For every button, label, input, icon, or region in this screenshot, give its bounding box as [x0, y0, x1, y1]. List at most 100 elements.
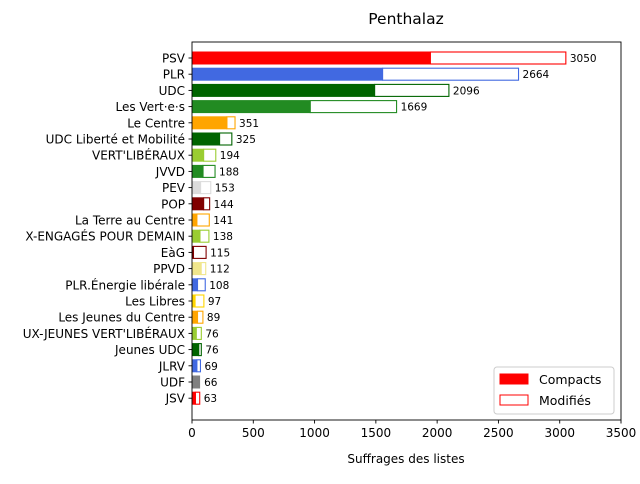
bar-modifies	[202, 164, 216, 178]
bar-compacts	[192, 278, 198, 292]
bar-compacts	[192, 359, 197, 373]
value-label: 351	[239, 118, 259, 130]
bar-compacts	[192, 229, 200, 243]
category-label: PLR	[163, 68, 185, 82]
value-labels: 3050 2664 2096 1669 351 325 194 188 153 144 141 138…	[204, 53, 597, 405]
bar-modifies	[196, 359, 202, 373]
category-label: JLRV	[158, 359, 186, 373]
bar-compacts	[192, 375, 201, 389]
category-label: X-ENGAGÉS POUR DEMAIN	[25, 229, 185, 244]
value-label: 115	[210, 247, 230, 259]
bar-modifies	[196, 213, 210, 227]
value-label: 112	[210, 264, 230, 276]
x-tick-label: 3000	[544, 426, 575, 440]
category-label: VERT'LIBÉRAUX	[92, 148, 185, 163]
bar-modifies	[309, 100, 398, 114]
bar-modifies	[199, 229, 210, 243]
bar-modifies	[198, 343, 202, 357]
value-label: 76	[205, 328, 219, 340]
value-label: 194	[220, 150, 240, 162]
bar-compacts	[192, 326, 197, 340]
legend-swatch	[499, 373, 529, 385]
bar-modifies	[195, 326, 202, 340]
x-axis-label: Suffrages des listes	[347, 452, 464, 466]
category-label: UDC	[159, 84, 185, 98]
x-tick-label: 3500	[606, 426, 637, 440]
category-label: La Terre au Centre	[75, 214, 185, 228]
category-label: PEV	[162, 181, 186, 195]
bar-compacts	[192, 67, 383, 81]
bar-modifies	[226, 116, 236, 130]
bar-modifies	[196, 278, 206, 292]
bar-compacts	[192, 164, 204, 178]
value-label: 97	[208, 296, 221, 308]
bar-modifies	[374, 83, 450, 97]
bar-modifies	[429, 51, 567, 65]
bar-compacts	[192, 100, 311, 114]
value-label: 2096	[453, 85, 480, 97]
category-label: PSV	[162, 52, 186, 66]
category-label: Les Vert·e·s	[116, 100, 186, 114]
bar-compacts	[192, 148, 204, 162]
x-tick-label: 1000	[299, 426, 330, 440]
value-label: 1669	[401, 102, 428, 114]
category-label: JSV	[165, 392, 186, 406]
legend-swatch	[499, 394, 529, 406]
category-labels: PSV PLR UDC Les Vert·e·s Le Centre UDC Libert…	[23, 52, 192, 406]
bar-compacts	[192, 262, 202, 276]
value-label: 76	[205, 345, 219, 357]
bar-modifies	[382, 67, 520, 81]
bar-modifies	[194, 391, 201, 405]
category-label: Le Centre	[127, 116, 185, 130]
bar-modifies	[194, 294, 205, 308]
value-label: 66	[204, 377, 218, 389]
value-label: 138	[213, 231, 233, 243]
category-label: UX-JEUNES VERT'LIBÉRAUX	[23, 326, 185, 341]
x-axis: 0 500 1000 1500 2000 2500 3000 3500	[188, 420, 636, 440]
bar-compacts	[192, 343, 199, 357]
category-label: PLR.Énergie libérale	[65, 277, 185, 292]
bar-modifies	[200, 262, 207, 276]
x-tick-label: 2000	[422, 426, 453, 440]
value-label: 141	[213, 215, 233, 227]
value-label: 153	[215, 183, 235, 195]
legend-label: Compacts	[539, 372, 601, 387]
bar-modifies	[203, 148, 217, 162]
legend: Compacts Modifiés	[493, 366, 615, 415]
bar-compacts	[192, 116, 227, 130]
bar-compacts	[192, 245, 194, 259]
bar-compacts	[192, 51, 431, 65]
value-label: 188	[219, 166, 239, 178]
category-label: EàG	[161, 246, 185, 260]
bar-modifies	[200, 181, 212, 195]
value-label: 108	[209, 280, 229, 292]
x-tick-label: 500	[242, 426, 265, 440]
value-label: 3050	[570, 53, 597, 65]
chart-title: Penthalaz	[368, 10, 444, 28]
bar-compacts	[192, 310, 198, 324]
x-tick-label: 0	[188, 426, 196, 440]
category-label: POP	[161, 197, 185, 211]
bar-modifies	[196, 310, 204, 324]
category-label: Les Jeunes du Centre	[58, 311, 185, 325]
bar-modifies	[192, 245, 207, 259]
legend-label: Modifiés	[539, 393, 591, 408]
value-label: 69	[204, 361, 217, 373]
category-label: Jeunes UDC	[114, 343, 185, 357]
bar-compacts	[192, 294, 196, 308]
bar-compacts	[192, 181, 201, 195]
bars-group	[192, 51, 567, 405]
value-label: 2664	[523, 69, 550, 81]
bar-compacts	[192, 213, 197, 227]
x-tick-label: 2500	[483, 426, 514, 440]
bar-compacts	[192, 132, 220, 146]
bar-compacts	[192, 83, 375, 97]
bar-modifies	[203, 197, 211, 211]
value-label: 144	[214, 199, 234, 211]
bar-compacts	[192, 391, 196, 405]
x-tick-label: 1500	[361, 426, 392, 440]
bar-compacts	[192, 197, 204, 211]
plot-frame	[191, 41, 622, 421]
value-label: 89	[207, 312, 220, 324]
category-label: Les Libres	[125, 295, 185, 309]
